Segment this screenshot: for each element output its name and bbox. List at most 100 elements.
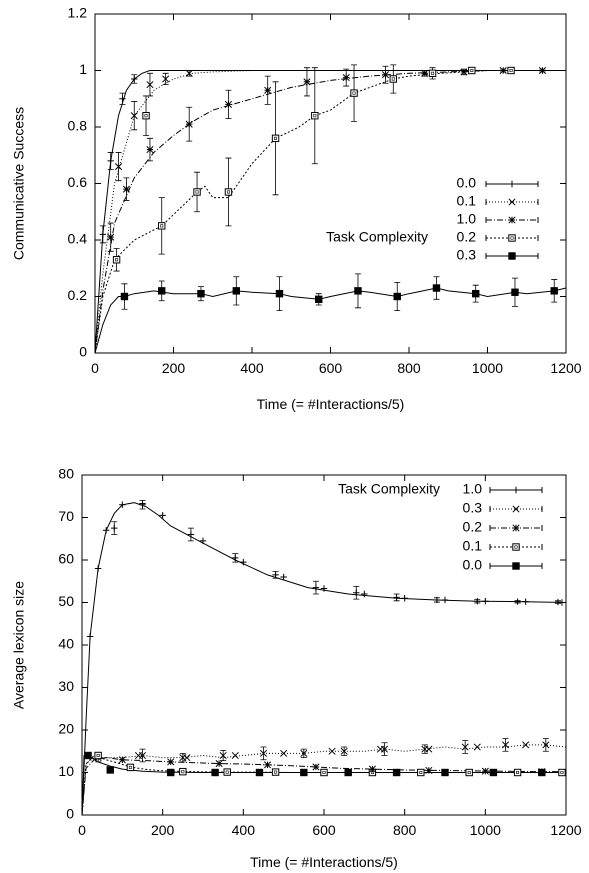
data-point-1-0 [111,524,118,532]
error-bar-0-3 [340,746,348,756]
data-point-1-0 [103,527,110,534]
error-bar-1-0 [514,598,521,605]
data-point-0-2 [263,761,272,769]
data-point-0-1 [185,69,193,77]
data-point-0-0 [167,768,175,777]
data-point-1-0 [460,68,468,76]
data-point-1-0 [522,598,529,605]
x-tick-label: 0 [91,360,99,376]
error-bar-0-2 [112,248,121,272]
x-tick-label: 1200 [550,360,581,376]
data-point-1-0 [433,596,441,604]
error-bar-0-0 [131,74,138,84]
error-bar-0-3 [432,276,441,300]
legend-entry-0-2: 0.2 [463,519,543,535]
y-tick-label: 1.2 [68,5,88,21]
error-bar-0-1 [162,72,170,86]
x-tick-label: 400 [240,360,264,376]
data-point-0-3 [183,754,191,762]
data-point-0-2 [271,134,280,143]
error-bar-1-0 [538,66,547,75]
data-point-0-3 [376,745,385,753]
data-point-1-0 [538,66,547,75]
legend-entry-0-0: 0.0 [463,557,543,573]
error-bar-1-0 [146,137,154,162]
legend-title: Task Complexity [338,481,440,497]
data-point-0-2 [215,760,223,768]
error-bar-0-3 [354,273,362,309]
data-point-0-0 [84,751,92,760]
legend-label: 0.2 [463,519,483,535]
legend-label: 0.1 [463,538,483,554]
x-axis-label: Time (= #Interactions/5) [257,396,405,412]
legend-entry-0-1: 0.1 [457,193,539,209]
error-bar-1-0 [224,89,233,119]
data-point-0-3 [473,743,481,751]
data-point-0-0 [489,768,498,777]
legend-bar-caps [489,487,543,493]
error-bar-0-3 [501,738,510,752]
data-point-0-0 [99,231,107,238]
data-point-0-3 [315,295,323,304]
error-bar-0-3 [138,748,147,763]
error-bar-0-0 [99,225,107,244]
data-point-0-1 [146,81,154,89]
data-point-0-3 [328,747,336,755]
data-point-1-0 [159,512,166,519]
error-bar-1-0 [381,65,390,84]
legend-marker [512,543,520,551]
error-bar-0-0 [107,152,114,170]
error-bar-0-3 [511,277,519,307]
error-bar-0-3 [542,738,550,752]
legend-marker [508,234,516,242]
data-point-0-1 [558,768,566,777]
data-point-1-0 [224,100,233,108]
data-point-0-3 [425,745,433,753]
y-tick-label: 20 [58,721,74,737]
y-tick-label: 60 [58,551,74,567]
data-point-0-2 [538,768,546,776]
legend-marker [508,216,516,224]
error-bar-0-3 [421,744,429,754]
series-line-0-0 [94,70,566,354]
data-point-0-3 [522,741,530,749]
y-tick-label: 50 [58,593,74,609]
data-point-0-0 [344,768,352,777]
data-point-0-3 [354,287,362,295]
data-point-0-2 [481,767,489,775]
data-point-0-1 [320,768,328,777]
data-point-1-0 [514,598,521,605]
legend-entry-0-2: 0.2 [457,229,539,245]
error-bar-1-0 [433,596,441,604]
chart-average-lexicon-size: Time (= #Interactions/5) Average lexicon… [11,466,582,870]
data-point-0-3 [501,741,510,749]
error-bar-1-0 [272,571,279,579]
error-bar-1-0 [185,106,193,142]
error-bar-1-0 [421,69,429,77]
data-point-1-0 [320,585,328,592]
series-line-1-0 [81,502,567,816]
data-point-1-0 [122,185,130,193]
error-bar-1-0 [232,553,239,563]
series-line-0-3 [94,287,567,354]
x-tick-label: 0 [78,822,86,838]
data-point-0-3 [275,289,284,298]
error-bar-0-1 [130,101,138,131]
data-point-0-1 [114,162,123,171]
data-point-0-1 [94,751,102,760]
data-point-0-0 [106,766,114,774]
y-tick-label: 80 [58,466,74,482]
y-tick-label: 0.6 [68,174,88,190]
x-tick-label: 800 [393,822,417,838]
series-lines [81,500,567,816]
data-point-1-0 [94,565,102,572]
error-bar-1-0 [499,66,507,75]
data-point-1-0 [187,531,195,538]
error-bar-1-0 [353,585,360,600]
data-point-1-0 [499,66,507,75]
error-bar-0-2 [224,157,233,227]
error-bar-0-1 [185,69,193,77]
error-bar-1-0 [460,68,468,76]
error-bar-1-0 [111,521,118,535]
error-bar-1-0 [312,580,320,595]
